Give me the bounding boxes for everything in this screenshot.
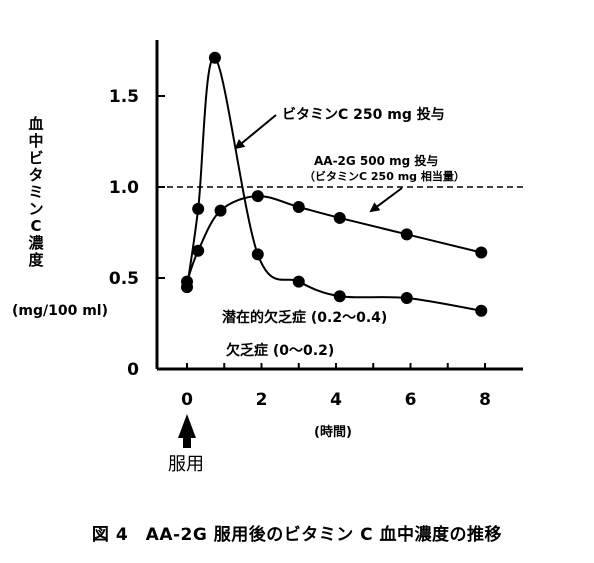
data-point-aa2g	[292, 201, 305, 214]
data-point-aa2g	[192, 244, 205, 257]
data-point-vitc	[192, 202, 205, 215]
annotation-latent-deficiency: 潜在的欠乏症 (0.2～0.4)	[222, 310, 388, 326]
x-tick-label: 6	[405, 390, 417, 410]
data-point-vitc	[292, 275, 305, 288]
data-point-aa2g	[214, 204, 227, 217]
dose-arrow	[178, 414, 196, 438]
y-axis-title: 血中ビタミンC濃度	[28, 115, 44, 269]
data-point-aa2g	[400, 228, 413, 241]
tick-labels: 0 0.5 1.0 1.5 0 2 4 6 8	[109, 87, 491, 410]
annotation-deficiency: 欠乏症 (0～0.2)	[226, 343, 335, 359]
y-tick-label: 1.0	[109, 178, 139, 198]
dose-label: 服用	[168, 454, 204, 475]
data-point-vitc	[208, 51, 221, 64]
series-line-aa2g	[186, 195, 482, 282]
data-point-vitc	[251, 248, 264, 261]
figure-caption: 図 4 AA-2G 服用後のビタミン C 血中濃度の推移	[91, 525, 503, 545]
dose-arrow-shaft	[183, 436, 191, 448]
y-tick-label: 0.5	[109, 269, 139, 289]
series-group	[181, 51, 488, 317]
data-point-vitc	[333, 290, 346, 303]
series-label-vitc: ビタミンC 250 mg 投与	[282, 107, 445, 123]
y-axis-unit: (mg/100 ml)	[12, 303, 109, 319]
data-point-aa2g	[181, 275, 193, 288]
series-line-vitc	[186, 56, 482, 312]
series-label-aa2g: AA-2G 500 mg 投与	[314, 154, 439, 168]
annotation-arrows	[178, 114, 403, 448]
data-point-vitc	[475, 304, 488, 317]
arrow-aa2g	[369, 187, 403, 213]
x-axis-title: (時間)	[314, 425, 352, 440]
axes	[155, 40, 523, 371]
data-point-aa2g	[251, 190, 264, 203]
x-tick-label: 0	[181, 390, 193, 410]
y-tick-label: 1.5	[109, 87, 139, 107]
data-point-vitc	[400, 292, 413, 305]
x-tick-label: 4	[330, 390, 342, 410]
data-point-aa2g	[475, 246, 488, 259]
series-label-aa2g-sub: （ビタミンC 250 mg 相当量）	[304, 170, 465, 183]
x-tick-label: 8	[479, 390, 491, 410]
x-tick-label: 2	[256, 390, 268, 410]
y-tick-label: 0	[127, 360, 139, 380]
data-point-aa2g	[333, 211, 346, 224]
arrow-vitc	[234, 114, 277, 150]
